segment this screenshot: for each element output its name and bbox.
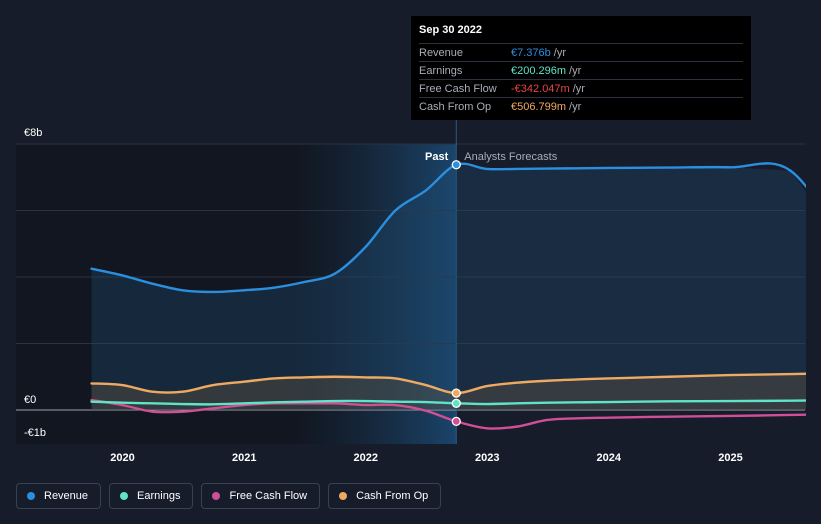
series-markers [451, 160, 461, 427]
legend-label: Free Cash Flow [229, 490, 308, 502]
axis-labels: €8b €0 -€1b 2020 2021 2022 2023 2024 2025 Past Ana… [24, 0, 821, 464]
free-cash-flow-marker [451, 416, 461, 427]
tooltip-label: Free Cash Flow [419, 82, 497, 95]
tooltip-unit: /yr [569, 100, 582, 113]
tooltip-row: Revenue €7.376b/yr [419, 43, 743, 61]
right-edge-mask [806, 0, 821, 446]
legend-dot-icon [120, 492, 129, 500]
legend-item-revenue[interactable]: Revenue [16, 483, 102, 509]
y-tick-label: €8b [24, 127, 42, 139]
chart-tooltip: Sep 30 2022 Revenue €7.376b/yr Earnings €20… [411, 16, 751, 120]
cash-from-op-marker [451, 388, 461, 398]
legend-item-free-cash-flow[interactable]: Free Cash Flow [201, 483, 321, 509]
x-tick-label: 2023 [475, 452, 499, 464]
tooltip-label: Cash From Op [419, 100, 492, 113]
legend-item-earnings[interactable]: Earnings [109, 483, 194, 509]
x-tick-label: 2025 [718, 452, 742, 464]
revenue-marker [451, 160, 461, 170]
x-tick-label: 2020 [110, 452, 134, 464]
x-tick-label: 2021 [232, 452, 256, 464]
x-tick-label: 2024 [596, 452, 621, 464]
tooltip-unit: /yr [572, 82, 585, 95]
revenue-line [90, 162, 821, 294]
tooltip-value: €7.376b [511, 46, 551, 59]
y-tick-label: -€1b [24, 427, 46, 439]
tooltip-label: Revenue [419, 46, 464, 59]
revenue-area [91, 164, 821, 410]
tooltip-value: -€342.047m [511, 82, 570, 95]
tooltip-value: €506.799m [511, 100, 567, 113]
forecast-label: Analysts Forecasts [464, 151, 557, 163]
series-lines [90, 162, 821, 430]
past-highlight-region [290, 144, 457, 444]
chart-legend: Revenue Earnings Free Cash Flow Cash From O… [16, 483, 442, 509]
x-tick-label: 2022 [354, 452, 378, 464]
cash-from-op-line [90, 372, 821, 395]
legend-dot-icon [27, 492, 35, 500]
legend-dot-icon [339, 492, 348, 500]
free-cash-flow-line [90, 398, 821, 430]
legend-item-cash-from-op[interactable]: Cash From Op [328, 483, 442, 509]
plot-background [16, 144, 457, 444]
tooltip-row: Earnings €200.296m/yr [419, 61, 743, 79]
tooltip-value: €200.296m [511, 64, 567, 77]
legend-label: Earnings [137, 490, 181, 502]
tooltip-label: Earnings [419, 64, 463, 77]
tooltip-row: Free Cash Flow -€342.047m/yr [419, 79, 743, 97]
tooltip-date: Sep 30 2022 [419, 24, 482, 36]
legend-label: Cash From Op [356, 490, 429, 502]
legend-label: Revenue [44, 490, 89, 502]
y-tick-label: €0 [24, 394, 36, 406]
earnings-line [90, 399, 821, 406]
legend-dot-icon [212, 492, 221, 500]
tooltip-unit: /yr [553, 46, 566, 59]
past-label: Past [425, 151, 449, 163]
earnings-marker [451, 398, 461, 409]
tooltip-unit: /yr [569, 64, 582, 77]
tooltip-row: Cash From Op €506.799m/yr [419, 97, 743, 115]
